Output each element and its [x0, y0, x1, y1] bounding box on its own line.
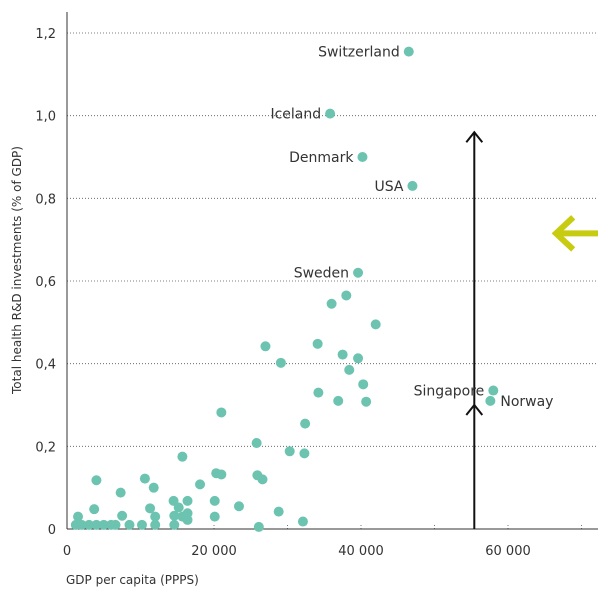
point-label: Sweden	[294, 266, 349, 282]
data-point	[403, 46, 414, 57]
x-axis-title: GDP per capita (PPPS)	[66, 573, 199, 587]
data-point	[110, 519, 121, 530]
vertical-arrow-head	[465, 130, 484, 143]
point-label: Denmark	[289, 150, 354, 166]
point-label: Norway	[500, 394, 553, 410]
data-point	[488, 385, 499, 396]
data-point	[209, 511, 220, 522]
data-point	[216, 469, 227, 480]
data-point	[333, 395, 344, 406]
data-points	[70, 46, 499, 532]
data-point	[353, 267, 364, 278]
data-point	[182, 495, 193, 506]
data-point	[284, 446, 295, 457]
data-point	[313, 387, 324, 398]
data-point	[76, 519, 87, 530]
data-point	[341, 290, 352, 301]
data-point	[257, 474, 268, 485]
y-tick-label: 0,4	[35, 358, 56, 373]
data-point	[209, 495, 220, 506]
data-point	[233, 501, 244, 512]
data-point	[98, 519, 109, 530]
data-point	[273, 506, 284, 517]
y-axis-title: Total health R&D investments (% of GDP)	[10, 146, 24, 395]
vertical-arrow-mid-head	[465, 403, 484, 416]
gridlines	[67, 32, 598, 529]
data-point	[357, 152, 368, 162]
x-tick-label: 40 000	[338, 544, 384, 559]
data-point	[91, 519, 102, 530]
y-tick-label: 1,2	[35, 27, 56, 42]
data-point	[485, 395, 496, 406]
point-label: Singapore	[414, 384, 485, 400]
data-point	[89, 504, 100, 515]
data-point	[407, 180, 418, 191]
data-point	[73, 511, 84, 522]
data-point	[260, 341, 271, 352]
data-point	[195, 479, 206, 490]
x-tick-label: 0	[63, 544, 71, 559]
annotations	[465, 130, 598, 529]
data-point	[344, 364, 355, 375]
data-point	[361, 396, 372, 407]
data-point	[182, 514, 193, 525]
data-point	[216, 407, 227, 418]
data-point	[297, 516, 308, 527]
y-tick-label: 0,8	[35, 192, 56, 207]
data-point	[115, 487, 126, 498]
data-point	[370, 319, 381, 330]
data-point	[326, 298, 337, 309]
data-point	[150, 511, 161, 522]
data-point	[275, 357, 286, 368]
data-point	[145, 503, 156, 514]
data-point	[169, 510, 180, 521]
data-point	[177, 451, 188, 462]
y-tick-label: 1,0	[35, 110, 56, 125]
data-point	[325, 108, 336, 119]
data-point	[169, 519, 180, 530]
data-point	[300, 418, 311, 429]
point-labels: Switzerland Iceland Denmark USA Sweden Singap…	[270, 45, 553, 410]
y-axis-ticks: 0 0,2 0,4 0,6 0,8 1,0 1,2	[35, 27, 56, 538]
x-tick-label: 20 000	[191, 544, 237, 559]
data-point	[173, 502, 184, 513]
data-point	[253, 521, 264, 532]
point-label: Switzerland	[318, 45, 400, 61]
x-tick-label: 60 000	[485, 544, 531, 559]
data-point	[124, 519, 135, 530]
data-point	[337, 349, 348, 360]
data-point	[148, 482, 159, 493]
data-point	[358, 379, 369, 390]
data-point	[299, 448, 310, 459]
y-tick-label: 0,6	[35, 275, 56, 290]
data-point	[136, 519, 147, 530]
point-label: USA	[374, 179, 403, 195]
data-point	[117, 510, 128, 521]
point-label: Iceland	[270, 107, 321, 123]
data-point	[353, 353, 364, 364]
y-tick-label: 0,2	[35, 440, 56, 455]
data-point	[150, 519, 161, 530]
data-point	[139, 473, 150, 484]
data-point	[312, 338, 323, 349]
data-point	[91, 475, 102, 486]
data-point	[251, 438, 262, 449]
data-point	[84, 519, 95, 530]
y-tick-label: 0	[48, 523, 56, 538]
